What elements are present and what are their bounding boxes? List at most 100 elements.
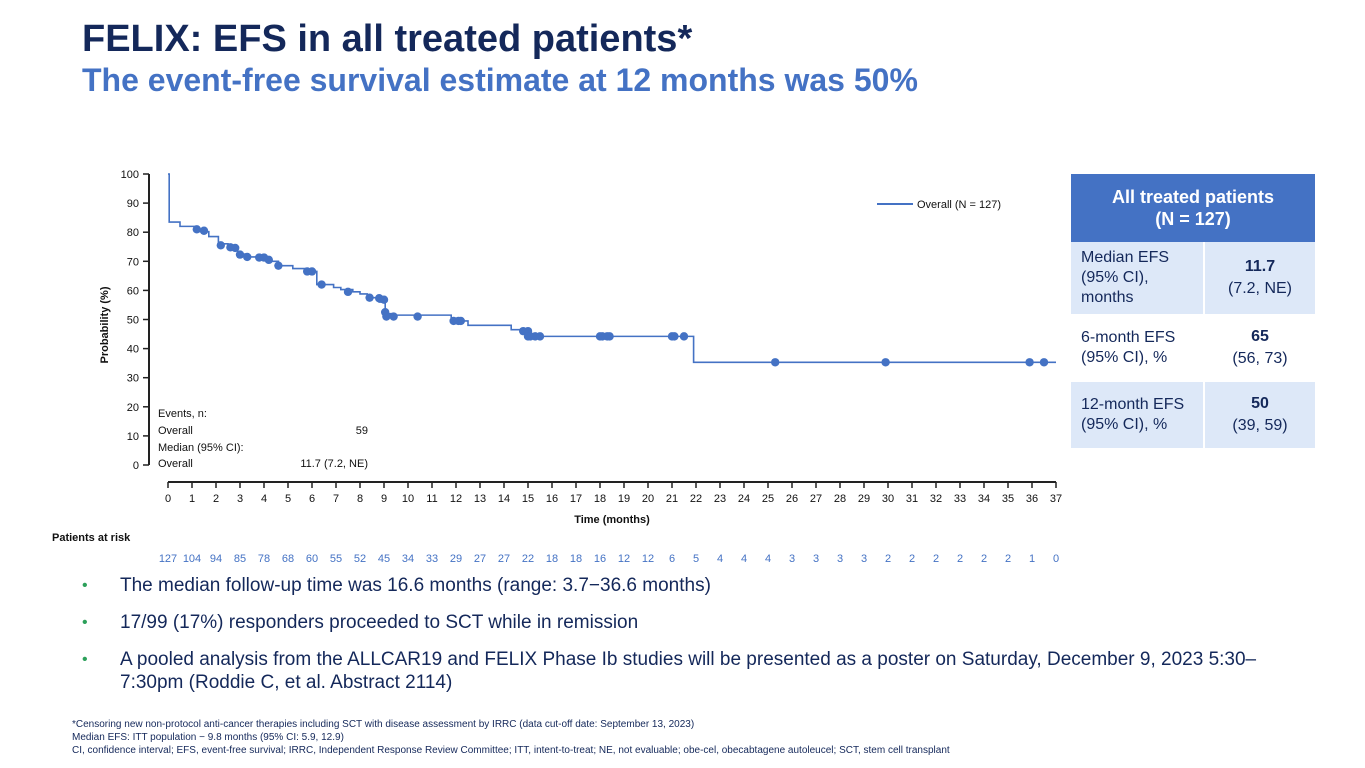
x-tick-label: 5	[285, 493, 291, 505]
x-tick-label: 18	[594, 493, 606, 505]
y-tick-label: 80	[127, 227, 139, 239]
censor-marker	[413, 312, 422, 321]
censor-marker	[264, 255, 273, 265]
events-row-label: Overall	[158, 425, 193, 437]
y-tick-label: 20	[127, 402, 139, 414]
risk-value: 2	[957, 553, 963, 565]
x-tick-label: 31	[906, 493, 918, 505]
risk-value: 6	[669, 553, 675, 565]
events-header: Events, n:	[158, 408, 207, 420]
risk-value: 27	[498, 553, 510, 565]
events-value: 59	[356, 425, 368, 437]
y-tick-label: 40	[127, 344, 139, 356]
x-tick-label: 1	[189, 493, 195, 505]
page-subtitle: The event-free survival estimate at 12 m…	[82, 62, 918, 98]
risk-table-title: Patients at risk	[52, 532, 131, 544]
summary-ci: (56, 73)	[1232, 350, 1288, 367]
x-tick-label: 11	[426, 493, 437, 505]
risk-value: 2	[981, 553, 987, 565]
y-tick-label: 70	[127, 256, 139, 268]
censor-marker	[365, 293, 374, 302]
x-tick-label: 33	[954, 493, 966, 505]
risk-value: 2	[885, 553, 891, 565]
bullet-marker: •	[82, 577, 88, 594]
median-header: Median (95% CI):	[158, 442, 244, 454]
y-tick-label: 100	[121, 169, 139, 181]
risk-value: 4	[741, 553, 747, 565]
risk-value: 16	[594, 553, 606, 565]
risk-value: 52	[354, 553, 366, 565]
summary-row-label: Median EFS (95% CI), months	[1071, 242, 1205, 314]
x-tick-label: 12	[450, 493, 462, 505]
x-tick-label: 24	[738, 493, 750, 505]
footnote-line: *Censoring new non-protocol anti-cancer …	[72, 719, 695, 730]
x-tick-label: 9	[381, 493, 387, 505]
y-axis-label: Probability (%)	[99, 286, 111, 363]
x-tick-label: 13	[474, 493, 486, 505]
risk-value: 29	[450, 553, 462, 565]
censor-marker	[456, 316, 465, 326]
risk-value: 4	[717, 553, 723, 565]
risk-value: 60	[306, 553, 318, 565]
footnote-line: Median EFS: ITT population − 9.8 months …	[72, 732, 344, 743]
chart-annotations: Events, n: Overall 59 Median (95% CI): O…	[158, 408, 368, 470]
x-tick-label: 17	[570, 493, 582, 505]
censor-marker	[679, 332, 689, 341]
summary-row: Median EFS (95% CI), months 11.7 (7.2, NE…	[1071, 242, 1315, 314]
summary-value: 11.7	[1244, 258, 1276, 275]
risk-value: 33	[426, 553, 438, 565]
risk-table-values: 127 104 94 85 78 68 60 55 52 45 34 33 29 27 27 22 18 18 16…	[159, 553, 1059, 565]
risk-value: 0	[1053, 553, 1059, 565]
summary-row-label: 12-month EFS (95% CI), %	[1071, 382, 1205, 448]
summary-row-value: 50 (39, 59)	[1204, 382, 1315, 448]
median-row-label: Overall	[158, 458, 193, 470]
censor-marker	[1025, 358, 1034, 367]
x-tick-label: 0	[165, 493, 171, 505]
summary-value: 50	[1251, 395, 1269, 412]
x-tick-label: 4	[261, 493, 267, 505]
summary-table: All treated patients (N = 127) Median EF…	[1071, 174, 1315, 448]
x-tick-label: 16	[546, 493, 558, 505]
y-tick-label: 50	[127, 315, 139, 327]
censor-marker	[274, 261, 283, 270]
risk-value: 22	[522, 553, 534, 565]
summary-value: 65	[1251, 328, 1269, 345]
bullet-list: • The median follow-up time was 16.6 mont…	[82, 574, 1282, 708]
x-tick-label: 3	[237, 493, 243, 505]
risk-value: 3	[789, 553, 795, 565]
censor-marker	[1039, 358, 1049, 367]
bullet-text: A pooled analysis from the ALLCAR19 and …	[120, 649, 1257, 693]
bullet-marker: •	[82, 614, 88, 631]
x-tick-label: 19	[618, 493, 630, 505]
risk-value: 12	[642, 553, 654, 565]
risk-value: 78	[258, 553, 270, 565]
censor-marker	[317, 280, 326, 289]
summary-ci: (39, 59)	[1232, 417, 1288, 434]
censor-marker	[382, 312, 391, 321]
y-tick-label: 90	[127, 198, 139, 210]
risk-value: 27	[474, 553, 486, 565]
censor-marker	[535, 332, 545, 341]
x-tick-label: 15	[522, 493, 534, 505]
x-tick-label: 6	[309, 493, 315, 505]
risk-value: 68	[282, 553, 294, 565]
censor-marker	[243, 252, 252, 262]
x-tick-label: 20	[642, 493, 654, 505]
censor-markers	[192, 225, 1049, 367]
y-tick-label: 0	[133, 460, 139, 472]
x-tick-label: 30	[882, 493, 894, 505]
censor-marker	[343, 287, 353, 297]
x-tick-label: 29	[858, 493, 870, 505]
x-tick-label: 22	[690, 493, 702, 505]
summary-row-value: 65 (56, 73)	[1204, 314, 1315, 382]
x-tick-label: 14	[498, 493, 510, 505]
x-tick-label: 28	[834, 493, 846, 505]
chart-legend: Overall (N = 127)	[877, 199, 1001, 211]
x-tick-label: 32	[930, 493, 942, 505]
censor-marker	[307, 267, 317, 276]
x-tick-label: 10	[402, 493, 414, 505]
bullet-item: • 17/99 (17%) responders proceeded to SCT…	[82, 611, 1282, 634]
risk-value: 104	[183, 553, 201, 565]
risk-value: 94	[210, 553, 222, 565]
